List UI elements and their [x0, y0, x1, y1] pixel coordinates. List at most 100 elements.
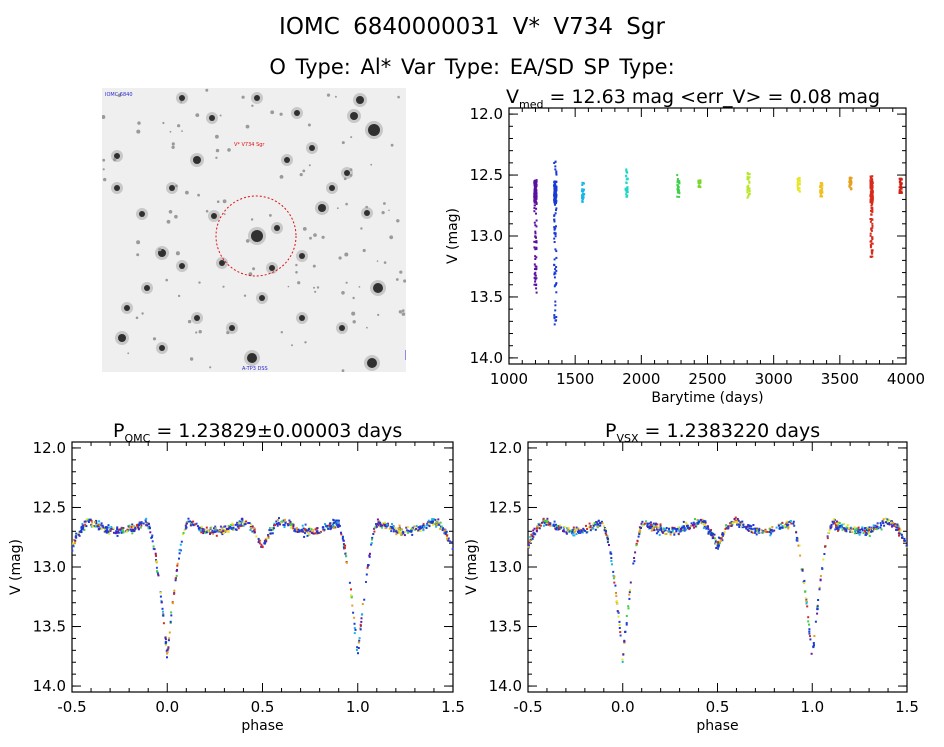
- phased_omc-point: [206, 529, 209, 532]
- phased_omc-point: [151, 534, 154, 537]
- phased_vsx-point: [748, 525, 751, 527]
- phased_vsx-point: [662, 529, 664, 532]
- phased_omc-point: [336, 519, 339, 522]
- phased_omc-point: [269, 527, 271, 530]
- phased_vsx-point: [603, 525, 605, 528]
- lightcurve-point: [555, 291, 558, 294]
- phased_vsx-point: [717, 541, 720, 544]
- phased_omc-point: [168, 637, 171, 640]
- phased_vsx-point: [676, 527, 679, 530]
- phased_omc-point: [418, 527, 421, 530]
- lightcurve-point: [746, 191, 749, 194]
- phased_omc-point: [402, 532, 405, 534]
- phased_vsx-point: [617, 611, 620, 614]
- lightcurve-point: [870, 177, 873, 180]
- phased_omc-point: [185, 521, 188, 524]
- lightcurve-point: [870, 194, 873, 197]
- phased_vsx-point: [841, 523, 844, 526]
- finder-bottom-label: A-TP3 DSS: [242, 366, 268, 372]
- phased_omc-point: [253, 527, 256, 530]
- phased_omc-point: [222, 530, 225, 533]
- phased_vsx-point: [882, 518, 885, 521]
- phased_omc-point: [170, 614, 173, 617]
- phased_omc-point: [189, 524, 192, 527]
- phased_vsx-point: [731, 522, 734, 525]
- lightcurve-point: [554, 319, 557, 322]
- phased_omc-point: [345, 561, 348, 564]
- lightcurve-point: [625, 175, 628, 178]
- finder-faint-star: [127, 352, 130, 355]
- phased_vsx-point: [814, 620, 817, 623]
- phased_vsx-point: [777, 524, 780, 527]
- phased_vsx-point: [872, 526, 875, 529]
- lightcurve-point: [797, 187, 800, 190]
- lightcurve-point: [898, 177, 901, 180]
- phased_omc-point: [103, 530, 106, 533]
- phased_omc-point: [397, 527, 400, 530]
- phased_vsx-point: [588, 522, 591, 525]
- phased_omc-point: [298, 530, 301, 532]
- phased_omc-point: [342, 543, 345, 546]
- phased_vsx-point: [662, 530, 665, 533]
- phased_omc-point: [204, 529, 207, 532]
- phased_vsx-point: [527, 544, 530, 547]
- lightcurve-point: [871, 186, 873, 189]
- phased_vsx-point: [529, 540, 531, 543]
- phased_vsx-point: [706, 525, 709, 528]
- finder-faint-star: [334, 95, 337, 98]
- lightcurve-point: [748, 173, 751, 176]
- phased_vsx-point: [677, 529, 680, 532]
- phased_vsx-point: [877, 527, 880, 530]
- phased_omc-point: [272, 528, 275, 531]
- phased_vsx-point: [823, 553, 826, 555]
- phased_vsx-point: [625, 623, 628, 626]
- phased_vsx-point: [548, 522, 551, 525]
- phased_omc-point: [359, 623, 362, 626]
- phased_vsx-point: [617, 615, 620, 618]
- lightcurve-point: [699, 186, 702, 189]
- lightcurve-point: [746, 185, 749, 188]
- finder-faint-star: [187, 319, 192, 324]
- phased_vsx-xlabel: phase: [696, 718, 738, 734]
- phased_omc-point: [341, 535, 344, 538]
- finder-faint-star: [280, 331, 283, 334]
- phased_omc-point: [72, 544, 74, 547]
- phased_vsx-point: [781, 525, 784, 527]
- finder-faint-star: [241, 95, 245, 99]
- phased_vsx-point: [724, 528, 727, 530]
- finder-star: [114, 153, 120, 159]
- phased_vsx-point: [762, 531, 765, 534]
- phased_vsx-point: [582, 527, 585, 530]
- phased_vsx-point: [530, 537, 533, 540]
- lightcurve-point: [624, 187, 627, 190]
- phased_omc-point: [107, 524, 110, 527]
- phased_omc-ytick-label: 12.5: [33, 498, 66, 516]
- lightcurve-point: [535, 287, 538, 290]
- lightcurve-point: [624, 188, 627, 191]
- phased_omc-point: [395, 530, 398, 533]
- phased_vsx-point: [710, 531, 713, 534]
- phased_omc-point: [139, 526, 142, 529]
- lightcurve-point: [678, 195, 681, 198]
- phased_omc-point: [370, 542, 373, 545]
- phased_vsx-point: [669, 533, 672, 536]
- finder-faint-star: [297, 281, 301, 285]
- lightcurve-point: [871, 206, 874, 209]
- phased_vsx-point: [807, 620, 810, 623]
- phased_vsx-point: [905, 544, 908, 547]
- phased_vsx-point: [584, 529, 587, 532]
- phased_vsx-point: [785, 523, 788, 526]
- phased_omc-point: [308, 526, 311, 529]
- phased_vsx-point: [693, 523, 696, 526]
- phased_vsx-point: [621, 660, 624, 663]
- phased_vsx-point: [819, 578, 822, 581]
- phased_omc-point: [184, 527, 187, 530]
- lightcurve-point: [553, 201, 556, 203]
- phased_vsx-point: [795, 538, 798, 541]
- phased_vsx-point: [616, 602, 619, 605]
- lightcurve-point: [625, 193, 628, 196]
- lightcurve-point: [553, 317, 556, 320]
- finder-faint-star: [362, 248, 366, 253]
- phased_vsx-point: [563, 530, 566, 533]
